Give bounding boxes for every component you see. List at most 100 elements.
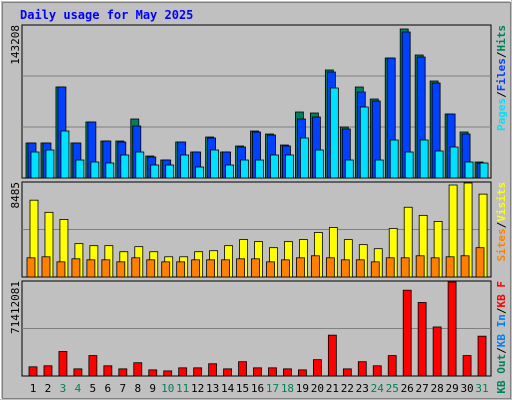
x-tick-label: 31 (475, 382, 488, 395)
bar (163, 370, 173, 377)
bar (105, 162, 115, 179)
bar (374, 159, 384, 179)
bar (225, 164, 234, 179)
legend-entry: KB In (495, 314, 508, 347)
bar (479, 162, 489, 179)
bar (283, 368, 292, 377)
x-tick-label: 16 (251, 382, 264, 395)
bar (118, 368, 128, 377)
bar (146, 259, 156, 278)
x-tick-label: 2 (45, 382, 52, 395)
bar (385, 257, 395, 278)
x-tick-label: 23 (356, 382, 369, 395)
x-tick-label: 7 (119, 382, 126, 395)
x-tick-label: 8 (134, 382, 141, 395)
bar (75, 159, 85, 179)
bar (310, 255, 320, 278)
bar (464, 161, 474, 179)
legend-separator: / (495, 221, 508, 228)
legend-entry: Sites (495, 228, 508, 261)
x-tick-label: 24 (371, 382, 385, 395)
bar (298, 369, 307, 377)
bar (221, 259, 230, 278)
legend-separator: / (495, 347, 508, 354)
bar (193, 367, 203, 377)
bar (41, 256, 51, 278)
bar (103, 365, 113, 377)
bar (266, 261, 275, 278)
legend-separator: / (495, 51, 508, 58)
bar (300, 137, 309, 179)
bar (312, 359, 322, 377)
bar (314, 149, 324, 179)
bar (191, 259, 201, 278)
x-tick-label: 11 (176, 382, 189, 395)
bar (329, 87, 339, 179)
bar (475, 247, 485, 278)
bar (281, 259, 290, 278)
x-tick-label: 28 (431, 382, 444, 395)
bar (56, 261, 66, 278)
bar (447, 281, 457, 377)
bar (131, 257, 141, 278)
bar (73, 368, 83, 377)
bar (236, 258, 245, 278)
bar (357, 361, 367, 377)
x-tick-label: 27 (416, 382, 429, 395)
bar (342, 368, 352, 377)
legend: Pages/Files/Hits (495, 25, 508, 131)
bar (251, 258, 260, 278)
bar (389, 139, 399, 179)
x-tick-label: 25 (386, 382, 399, 395)
bar (208, 363, 218, 377)
bar (400, 257, 410, 278)
bar (344, 159, 354, 179)
legend-entry: Hits (495, 25, 508, 52)
bar (133, 362, 143, 377)
x-tick-label: 4 (75, 382, 82, 395)
bar (253, 367, 262, 377)
bar (415, 255, 425, 278)
bar (270, 154, 279, 179)
bar (210, 149, 220, 179)
bar (445, 256, 455, 278)
x-tick-label: 26 (401, 382, 414, 395)
x-tick-label: 30 (460, 382, 473, 395)
x-tick-label: 13 (206, 382, 219, 395)
bar (120, 154, 130, 179)
bar (462, 355, 472, 377)
bar (116, 261, 126, 278)
x-tick-label: 15 (236, 382, 249, 395)
legend-entry: Pages (495, 98, 508, 131)
bar (58, 351, 68, 377)
bar (430, 257, 440, 278)
bar (88, 355, 98, 377)
x-tick-label: 12 (191, 382, 204, 395)
bar (206, 259, 216, 278)
bar (223, 368, 232, 377)
bar (327, 334, 337, 377)
bar (417, 302, 427, 377)
x-tick-label: 19 (296, 382, 309, 395)
bar (325, 257, 335, 278)
x-tick-label: 18 (281, 382, 294, 395)
x-tick-label: 22 (341, 382, 354, 395)
legend-separator: / (495, 91, 508, 98)
bar (477, 335, 487, 377)
bar (419, 139, 429, 179)
chart-title: Daily usage for May 2025 (20, 8, 193, 22)
bar (28, 366, 38, 377)
bar (296, 257, 305, 278)
bar (150, 164, 160, 179)
bar (135, 151, 145, 179)
x-tick-label: 20 (311, 382, 324, 395)
y-tick-label: 8485 (9, 182, 22, 209)
bar (195, 166, 205, 179)
bar (60, 130, 70, 179)
legend-entry: Files (495, 58, 508, 91)
bar (148, 369, 158, 377)
bar (340, 259, 350, 278)
bar (238, 361, 247, 377)
